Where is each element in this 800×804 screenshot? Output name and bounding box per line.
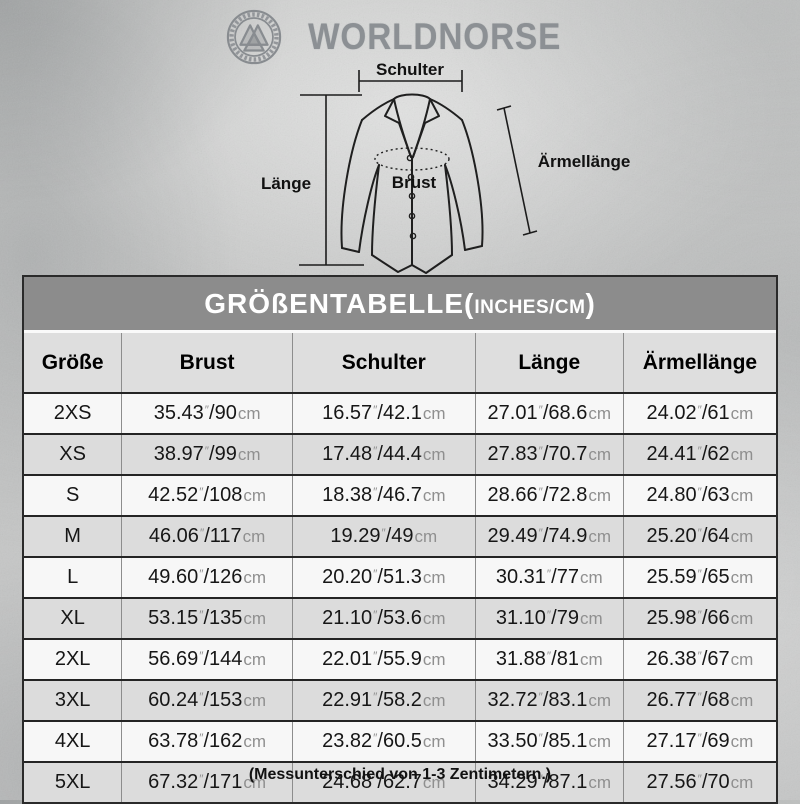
column-header-schulter: Schulter [291,333,476,393]
brust-value-cell: 60.24″/153cm [121,679,293,721]
size-label-cell: 3XL [24,679,122,721]
size-label-cell: S [24,474,122,516]
label-laenge: Länge [261,174,311,193]
laenge-value-cell: 32.72″/83.1cm [474,679,624,721]
table-row: 3XL 60.24″/153cm 22.91″/58.2cm 32.72″/83.1c… [24,679,776,721]
table-row: 2XS 35.43″/90cm 16.57″/42.1cm 27.01″/68.6cm… [24,392,776,434]
title-units: INCHES/CM [474,297,586,318]
label-aermellaenge: Ärmellänge [538,152,631,171]
laenge-value-cell: 31.88″/81cm [474,638,624,680]
size-label-cell: L [24,556,122,598]
measurement-lines [299,70,538,266]
schulter-value-cell: 21.10″/53.6cm [291,597,476,639]
laenge-value-cell: 29.49″/74.9cm [474,515,624,557]
column-header-laenge: Länge [474,333,624,393]
table-row: L 49.60″/126cm 20.20″/51.3cm 30.31″/77cm 25.… [24,556,776,598]
table-row: XL 53.15″/135cm 21.10″/53.6cm 31.10″/79cm 25… [24,597,776,639]
brust-value-cell: 53.15″/135cm [121,597,293,639]
column-header-aermellaenge: Ärmellänge [622,333,776,393]
column-header-groesse: Größe [24,333,122,393]
size-label-cell: M [24,515,122,557]
laenge-value-cell: 27.83″/70.7cm [474,433,624,475]
schulter-value-cell: 19.29″/49cm [291,515,476,557]
size-table-body: 2XS 35.43″/90cm 16.57″/42.1cm 27.01″/68.6cm… [24,392,776,802]
brust-value-cell: 46.06″/117cm [121,515,293,557]
brust-value-cell: 38.97″/99cm [121,433,293,475]
size-label-cell: XS [24,433,122,475]
laenge-value-cell: 33.50″/85.1cm [474,720,624,762]
size-label-cell: 2XL [24,638,122,680]
table-row: XS 38.97″/99cm 17.48″/44.4cm 27.83″/70.7cm 2… [24,433,776,475]
jacket-measurement-diagram: Schulter Länge Brust Ärmellänge [261,60,631,274]
column-header-brust: Brust [121,333,293,393]
title-close-paren: ) [585,288,596,319]
brust-value-cell: 35.43″/90cm [121,392,293,434]
size-chart: GRÖßENTABELLE(INCHES/CM) Größe Brust Sch… [22,275,778,804]
schulter-value-cell: 18.38″/46.7cm [291,474,476,516]
laenge-value-cell: 30.31″/77cm [474,556,624,598]
aermellaenge-value-cell: 24.02″/61cm [622,392,776,434]
schulter-value-cell: 16.57″/42.1cm [291,392,476,434]
table-row: 4XL 63.78″/162cm 23.82″/60.5cm 33.50″/85.1c… [24,720,776,762]
schulter-value-cell: 17.48″/44.4cm [291,433,476,475]
footer-note: (Messunterschied von 1-3 Zentimetern.) [248,766,552,783]
laenge-value-cell: 27.01″/68.6cm [474,392,624,434]
size-label-cell: 2XS [24,392,122,434]
schulter-value-cell: 20.20″/51.3cm [291,556,476,598]
size-table: Größe Brust Schulter Länge Ärmellänge 2X… [24,333,776,802]
laenge-value-cell: 28.66″/72.8cm [474,474,624,516]
label-schulter: Schulter [376,60,444,79]
label-brust: Brust [392,173,437,192]
brust-value-cell: 42.52″/108cm [121,474,293,516]
aermellaenge-value-cell: 25.98″/66cm [622,597,776,639]
table-row: M 46.06″/117cm 19.29″/49cm 29.49″/74.9cm 25.… [24,515,776,557]
size-chart-title: GRÖßENTABELLE(INCHES/CM) [24,277,776,333]
title-main: GRÖßENTABELLE( [204,288,475,319]
brust-value-cell: 56.69″/144cm [121,638,293,680]
schulter-value-cell: 23.82″/60.5cm [291,720,476,762]
aermellaenge-value-cell: 26.38″/67cm [622,638,776,680]
table-header-row: Größe Brust Schulter Länge Ärmellänge [24,333,776,393]
brust-value-cell: 49.60″/126cm [121,556,293,598]
brust-value-cell: 63.78″/162cm [121,720,293,762]
size-label-cell: 4XL [24,720,122,762]
table-row: S 42.52″/108cm 18.38″/46.7cm 28.66″/72.8cm 2… [24,474,776,516]
aermellaenge-value-cell: 24.41″/62cm [622,433,776,475]
size-label-cell: XL [24,597,122,639]
aermellaenge-value-cell: 25.59″/65cm [622,556,776,598]
brand-name: WORLDNORSE [307,16,562,57]
aermellaenge-value-cell: 24.80″/63cm [622,474,776,516]
schulter-value-cell: 22.01″/55.9cm [291,638,476,680]
table-row: 2XL 56.69″/144cm 22.01″/55.9cm 31.88″/81cm 2… [24,638,776,680]
schulter-value-cell: 22.91″/58.2cm [291,679,476,721]
laenge-value-cell: 31.10″/79cm [474,597,624,639]
aermellaenge-value-cell: 26.77″/68cm [622,679,776,721]
aermellaenge-value-cell: 25.20″/64cm [622,515,776,557]
aermellaenge-value-cell: 27.17″/69cm [622,720,776,762]
